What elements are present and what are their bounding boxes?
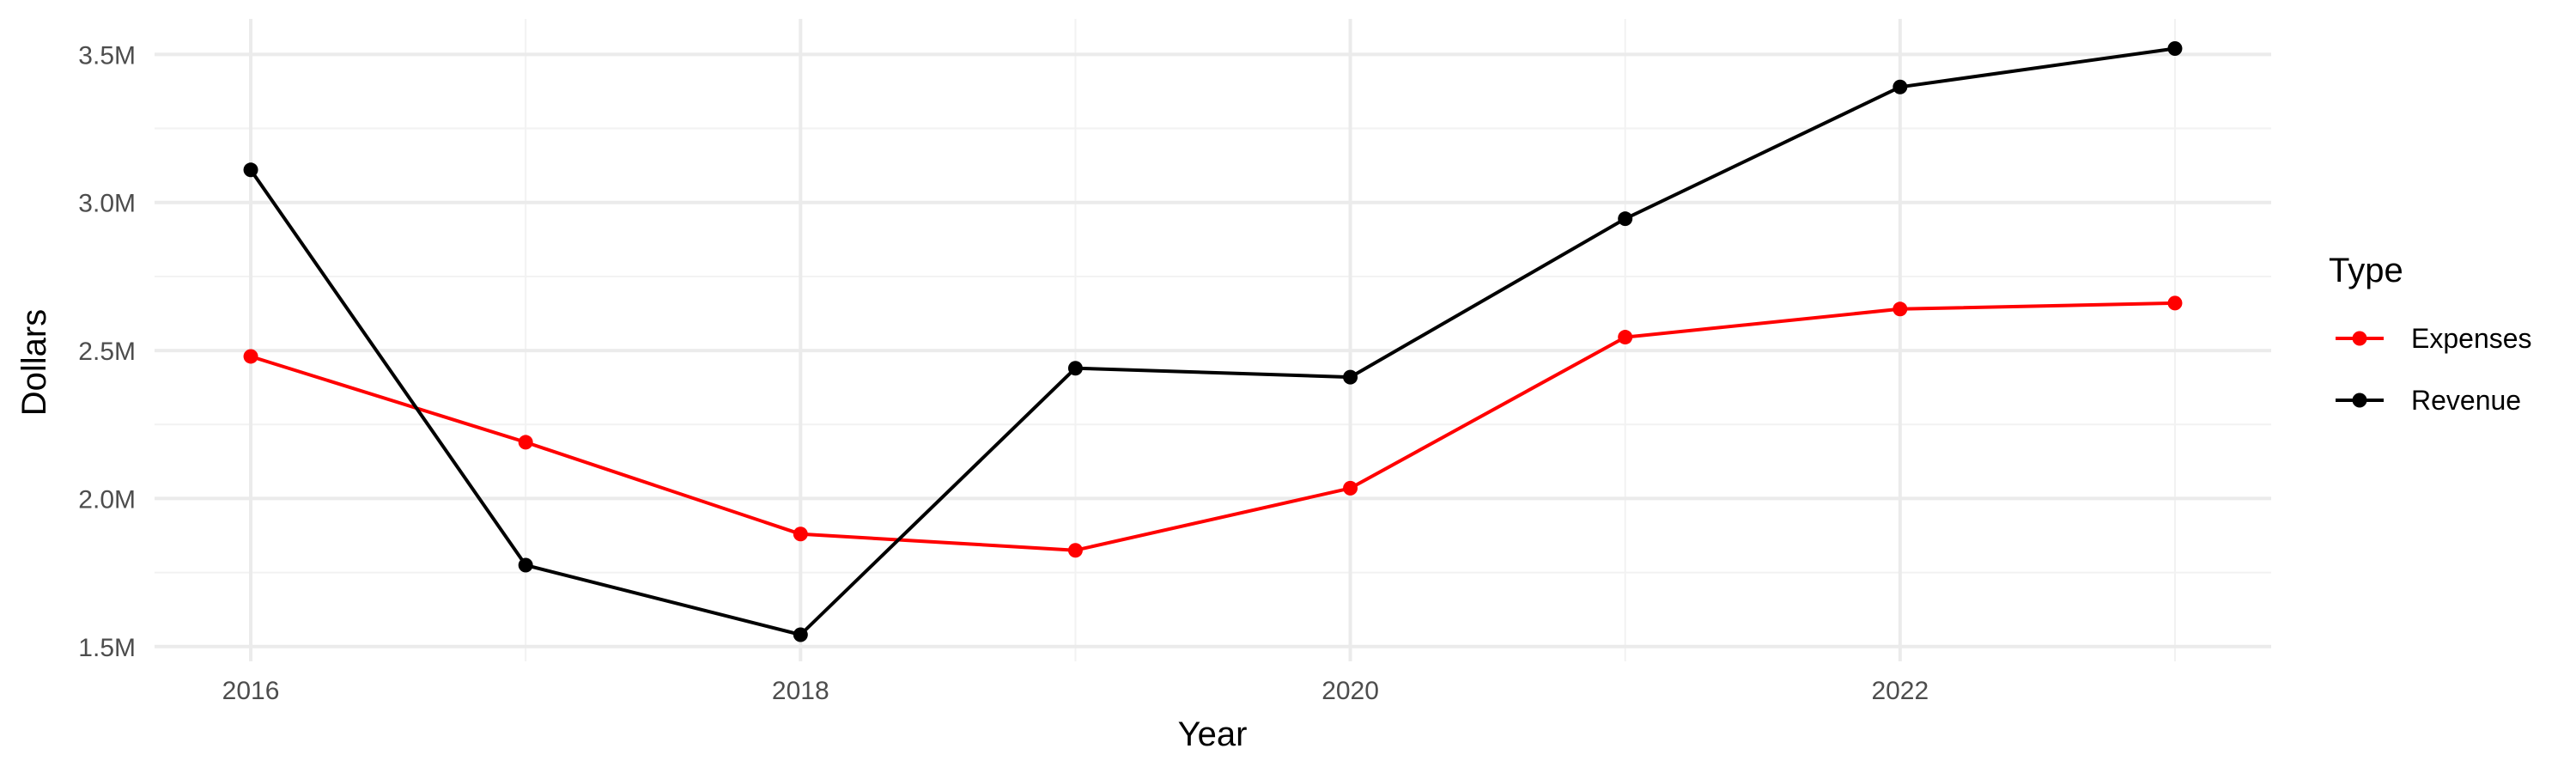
x-tick-label: 2022: [1871, 677, 1929, 705]
legend-key-point: [2352, 331, 2367, 346]
expenses-point: [793, 526, 808, 542]
legend-item-revenue: Revenue: [2336, 385, 2521, 416]
x-tick-label: 2020: [1321, 677, 1379, 705]
legend-item-expenses: Expenses: [2336, 323, 2532, 354]
expenses-point: [2167, 295, 2183, 311]
expenses-line: [250, 301, 2176, 552]
minor-gridlines: [155, 19, 2271, 661]
y-tick-label: 2.0M: [78, 485, 136, 514]
expenses-point: [1343, 480, 1358, 496]
revenue-point: [793, 627, 808, 642]
series-layer: [243, 40, 2183, 642]
legend-key-point: [2352, 393, 2367, 408]
revenue-line: [249, 46, 2176, 636]
y-tick-label: 1.5M: [78, 634, 136, 662]
revenue-point: [243, 162, 258, 178]
expenses-point: [1618, 330, 1633, 345]
expenses-point: [1067, 543, 1083, 558]
revenue-point: [1067, 361, 1083, 376]
legend: Type Expenses Revenue: [2329, 252, 2532, 416]
y-tick-label: 3.5M: [78, 41, 136, 70]
revenue-point: [1893, 79, 1908, 94]
revenue-point: [518, 557, 533, 573]
legend-title: Type: [2329, 252, 2403, 289]
revenue-point: [1618, 211, 1633, 227]
revenue-point: [2167, 40, 2183, 56]
expenses-point: [518, 435, 533, 450]
x-tick-label: 2018: [772, 677, 829, 705]
legend-label: Expenses: [2411, 323, 2532, 354]
y-tick-label: 3.0M: [78, 190, 136, 218]
y-tick-label: 2.5M: [78, 338, 136, 366]
x-tick-label: 2016: [222, 677, 280, 705]
revenue-point: [1343, 369, 1358, 385]
expenses-point: [243, 349, 258, 364]
legend-label: Revenue: [2411, 385, 2521, 416]
x-axis-tick-labels: 2016 2018 2020 2022: [222, 677, 1929, 705]
x-axis-title: Year: [1178, 715, 1248, 753]
major-gridlines: [155, 19, 2271, 661]
y-axis-tick-labels: 1.5M 2.0M 2.5M 3.0M 3.5M: [78, 41, 136, 661]
expenses-point: [1893, 301, 1908, 317]
y-axis-title: Dollars: [15, 309, 53, 416]
